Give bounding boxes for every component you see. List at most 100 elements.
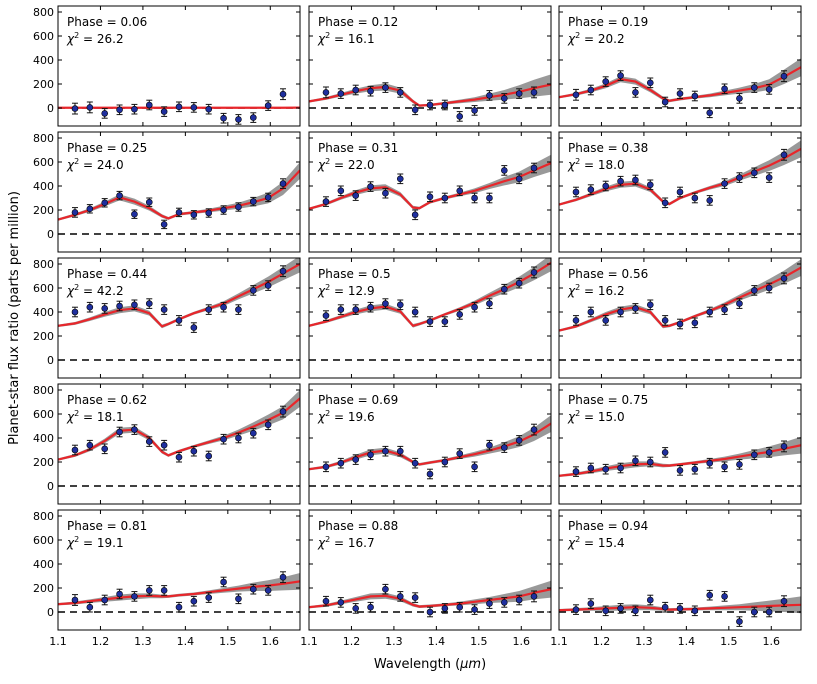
data-point — [516, 437, 522, 443]
data-point — [766, 86, 772, 92]
panel-plot-area — [559, 437, 801, 486]
data-point — [176, 104, 182, 110]
phase-label: Phase = 0.75 — [568, 393, 648, 407]
y-tick-label: 200 — [33, 582, 54, 595]
chi-value: = 26.2 — [79, 32, 123, 46]
data-point — [280, 268, 286, 274]
data-point — [662, 317, 668, 323]
data-point — [766, 609, 772, 615]
data-point — [573, 189, 579, 195]
data-point — [265, 587, 271, 593]
data-point — [235, 116, 241, 122]
data-point — [677, 321, 683, 327]
x-tick-label: 1.2 — [343, 635, 361, 648]
data-point — [412, 107, 418, 113]
x-tick-label: 1.5 — [470, 635, 488, 648]
chi-value: = 18.1 — [79, 410, 123, 424]
data-point — [221, 579, 227, 585]
chi-value: = 22.0 — [330, 158, 374, 172]
data-point — [677, 91, 683, 97]
data-point — [472, 195, 478, 201]
data-point — [692, 320, 698, 326]
chi-square-label: χ2 = 15.4 — [567, 535, 625, 550]
data-point — [442, 319, 448, 325]
x-axis-label-suffix: ) — [481, 657, 486, 672]
data-point — [117, 303, 123, 309]
data-point — [87, 304, 93, 310]
y-axis-label: Planet-star flux ratio (parts per millio… — [7, 191, 22, 445]
data-point — [501, 95, 507, 101]
data-point — [603, 608, 609, 614]
data-point — [472, 607, 478, 613]
data-point — [588, 87, 594, 93]
data-point — [781, 275, 787, 281]
data-point — [338, 307, 344, 313]
chi-square-label: χ2 = 19.1 — [66, 535, 124, 550]
data-point — [707, 110, 713, 116]
data-point — [72, 209, 78, 215]
chi-value: = 16.7 — [330, 536, 374, 550]
data-point — [618, 73, 624, 79]
chi-square-label: χ2 = 42.2 — [66, 283, 124, 298]
x-tick-label: 1.3 — [385, 635, 403, 648]
data-point — [501, 599, 507, 605]
chi-value: = 12.9 — [330, 284, 374, 298]
data-point — [323, 199, 329, 205]
data-point — [722, 86, 728, 92]
data-point — [486, 442, 492, 448]
data-point — [161, 221, 167, 227]
chi-value: = 16.1 — [330, 32, 374, 46]
data-point — [191, 212, 197, 218]
data-point — [516, 91, 522, 97]
data-point — [603, 466, 609, 472]
data-point — [692, 608, 698, 614]
chi-value: = 16.2 — [580, 284, 624, 298]
data-point — [338, 91, 344, 97]
data-point — [707, 592, 713, 598]
data-point — [221, 304, 227, 310]
data-point — [781, 73, 787, 79]
data-point — [618, 605, 624, 611]
data-point — [131, 211, 137, 217]
chi-value: = 19.6 — [330, 410, 374, 424]
phase-label: Phase = 0.5 — [318, 267, 391, 281]
x-axis-label-unit: μm — [459, 657, 481, 672]
x-axis-label-prefix: Wavelength ( — [374, 657, 460, 672]
data-point — [707, 309, 713, 315]
y-tick-label: 600 — [33, 408, 54, 421]
data-point — [457, 188, 463, 194]
data-point — [647, 302, 653, 308]
x-tick-label: 1.4 — [678, 635, 696, 648]
data-point — [280, 91, 286, 97]
y-tick-label: 400 — [33, 306, 54, 319]
data-point — [191, 598, 197, 604]
data-point — [647, 459, 653, 465]
data-point — [72, 106, 78, 112]
data-point — [221, 436, 227, 442]
data-point — [176, 604, 182, 610]
chi-square-label: χ2 = 18.0 — [567, 157, 625, 172]
data-point — [250, 199, 256, 205]
data-point — [516, 280, 522, 286]
y-tick-label: 400 — [33, 558, 54, 571]
data-point — [427, 609, 433, 615]
data-point — [146, 439, 152, 445]
data-point — [323, 89, 329, 95]
data-point — [647, 597, 653, 603]
data-point — [102, 200, 108, 206]
panel: Phase = 0.5χ2 = 12.9 — [309, 254, 551, 378]
chi-value: = 20.2 — [580, 32, 624, 46]
data-point — [353, 605, 359, 611]
y-tick-label: 0 — [47, 606, 54, 619]
y-tick-label: 800 — [33, 510, 54, 523]
data-point — [751, 452, 757, 458]
data-point — [427, 319, 433, 325]
data-point — [368, 184, 374, 190]
data-point — [338, 460, 344, 466]
